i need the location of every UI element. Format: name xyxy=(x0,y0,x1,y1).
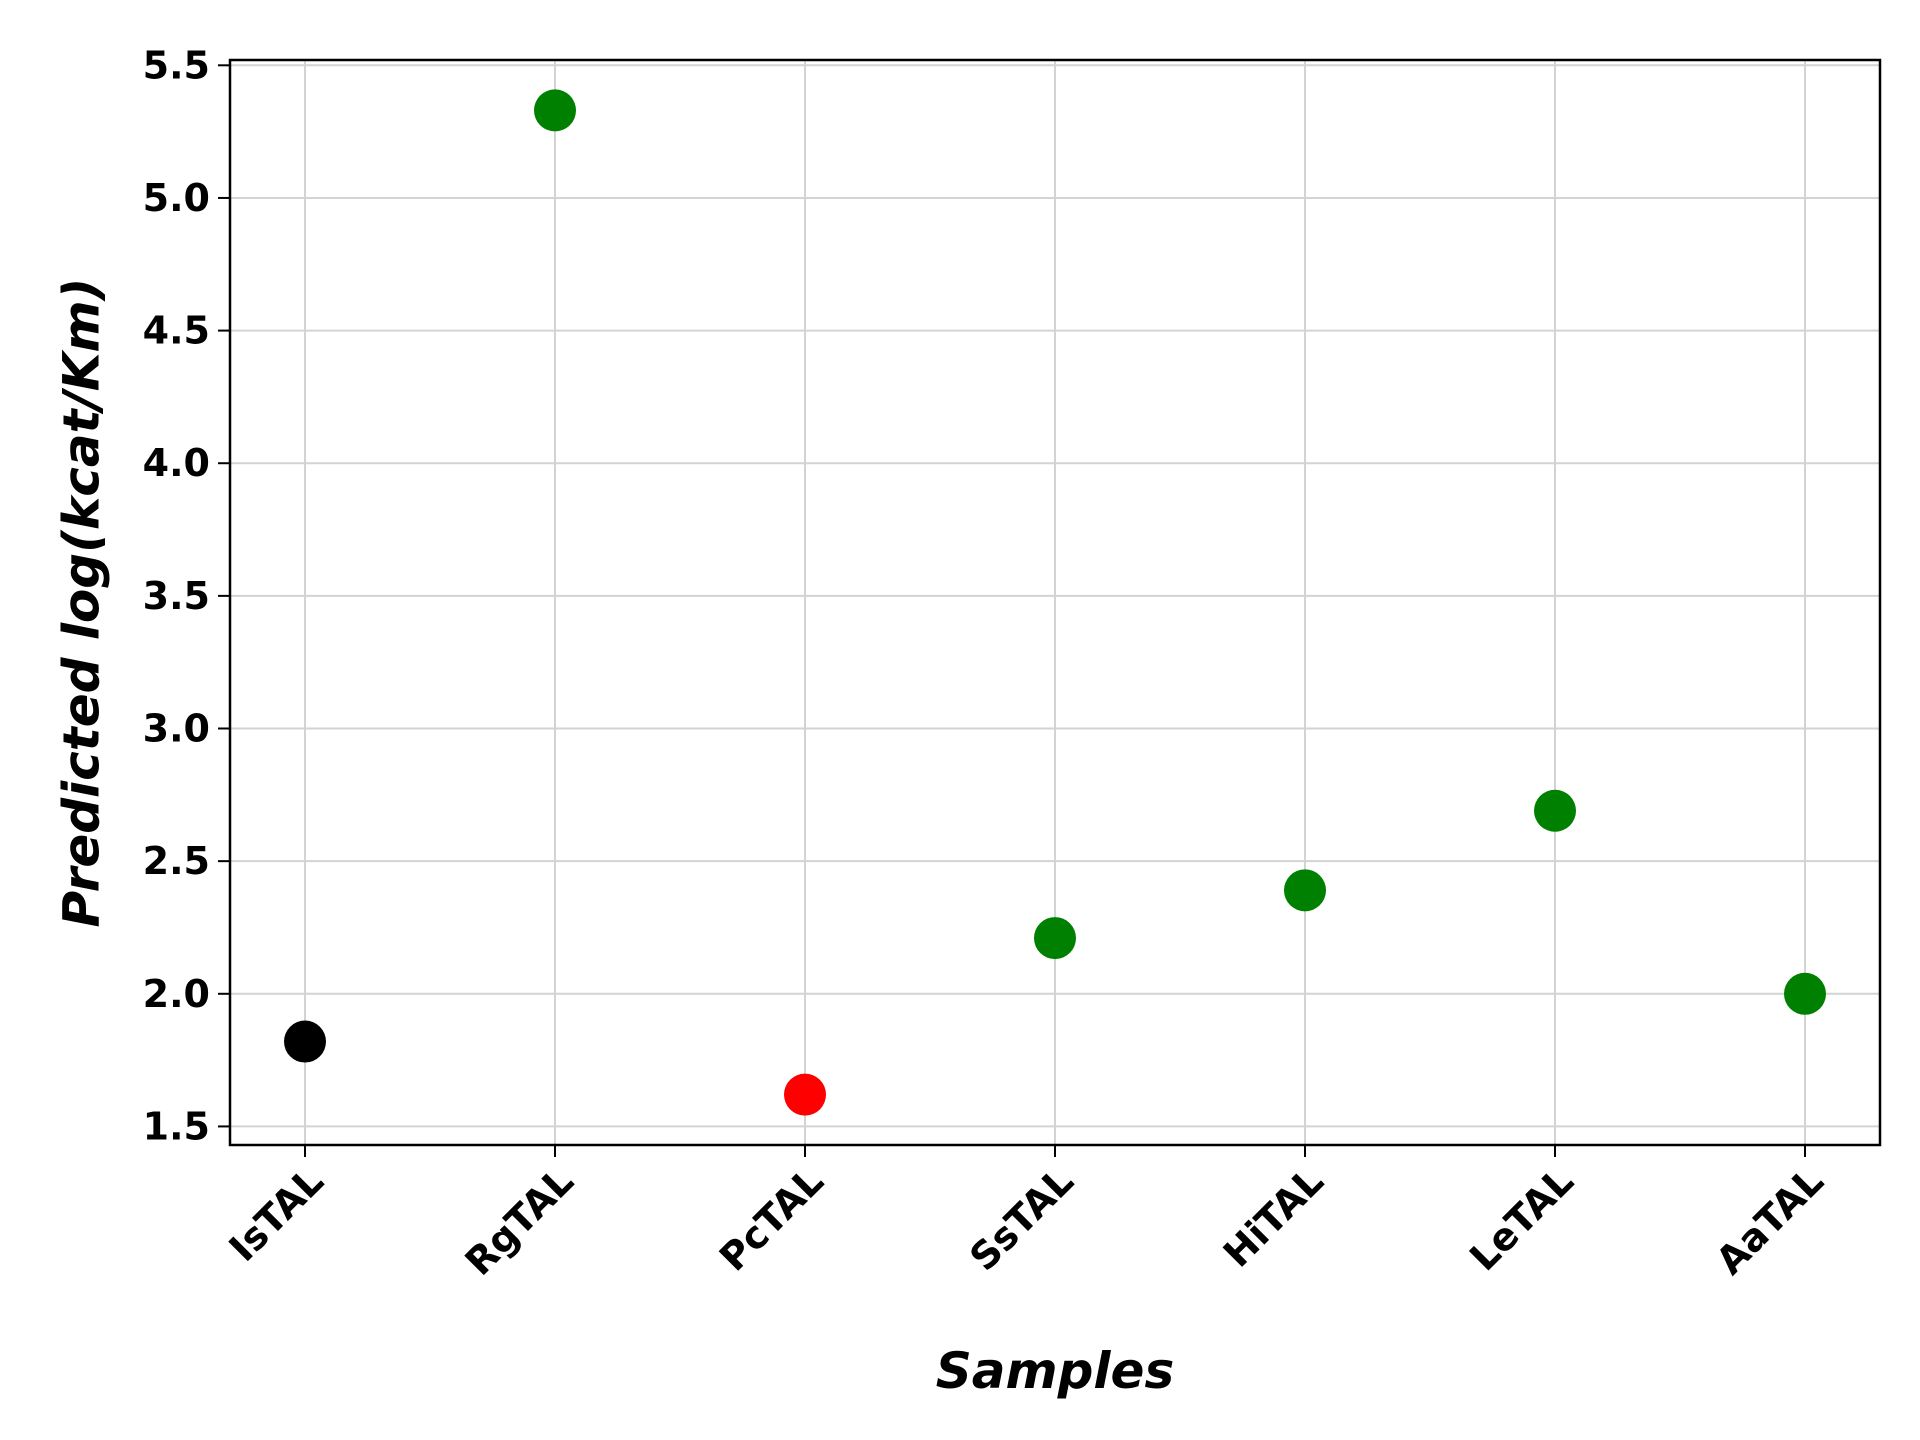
x-tick-label: HiTAL xyxy=(1215,1159,1332,1276)
y-tick-label: 5.0 xyxy=(143,176,210,220)
y-tick-label: 4.5 xyxy=(143,309,210,353)
data-point-aatal xyxy=(1784,972,1826,1015)
y-tick-label: 5.5 xyxy=(143,43,210,87)
y-tick-label: 3.5 xyxy=(143,574,210,618)
data-point-hital xyxy=(1284,869,1326,912)
y-axis: 1.5 2.0 2.5 3.0 3.5 4.0 4.5 5.0 5.5 xyxy=(143,43,230,1148)
x-tick-label: LeTAL xyxy=(1461,1159,1582,1280)
x-tick-label: AaTAL xyxy=(1708,1159,1832,1283)
data-point-letal xyxy=(1534,789,1576,832)
y-tick-label: 2.0 xyxy=(143,972,210,1016)
x-tick-label: PcTAL xyxy=(711,1159,832,1280)
data-point-rgtal xyxy=(534,89,576,132)
x-tick-label: SsTAL xyxy=(961,1159,1082,1280)
x-axis-title: Samples xyxy=(936,1342,1174,1400)
x-axis: IsTAL RgTAL PcTAL SsTAL HiTAL LeTAL AaTAL xyxy=(221,1145,1832,1284)
x-tick-label: IsTAL xyxy=(221,1159,332,1270)
y-tick-label: 3.0 xyxy=(143,707,210,751)
data-points xyxy=(284,89,1826,1116)
data-point-sstal xyxy=(1034,917,1076,960)
y-tick-label: 1.5 xyxy=(143,1104,210,1148)
plot-frame xyxy=(228,58,1882,1147)
y-tick-label: 2.5 xyxy=(143,839,210,883)
y-tick-label: 4.0 xyxy=(143,441,210,485)
x-tick-label: RgTAL xyxy=(457,1159,582,1284)
data-point-istal xyxy=(284,1020,326,1063)
y-axis-title: Predicted log(kcat/Km) xyxy=(53,278,111,928)
grid xyxy=(230,60,1880,1145)
data-point-pctal xyxy=(784,1073,826,1116)
